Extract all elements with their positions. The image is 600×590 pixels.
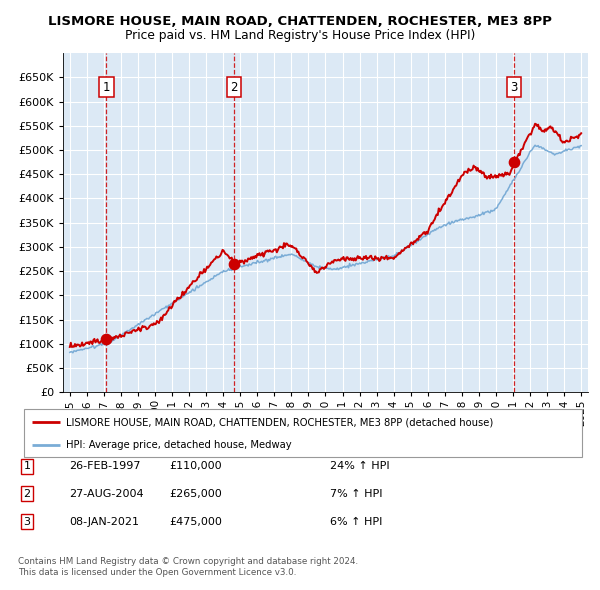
Text: Contains HM Land Registry data © Crown copyright and database right 2024.: Contains HM Land Registry data © Crown c…: [18, 557, 358, 566]
Point: [509, 158, 518, 167]
Text: 1: 1: [103, 80, 110, 94]
Text: This data is licensed under the Open Government Licence v3.0.: This data is licensed under the Open Gov…: [18, 568, 296, 577]
Text: LISMORE HOUSE, MAIN ROAD, CHATTENDEN, ROCHESTER, ME3 8PP: LISMORE HOUSE, MAIN ROAD, CHATTENDEN, RO…: [48, 15, 552, 28]
Text: 2: 2: [23, 489, 31, 499]
Text: 24% ↑ HPI: 24% ↑ HPI: [330, 461, 389, 471]
Point: [101, 335, 111, 344]
Text: £110,000: £110,000: [169, 461, 222, 471]
Text: Price paid vs. HM Land Registry's House Price Index (HPI): Price paid vs. HM Land Registry's House …: [125, 30, 475, 42]
Text: 2: 2: [230, 80, 238, 94]
Text: HPI: Average price, detached house, Medway: HPI: Average price, detached house, Medw…: [66, 440, 292, 450]
Text: 6% ↑ HPI: 6% ↑ HPI: [330, 517, 382, 526]
Text: £475,000: £475,000: [169, 517, 222, 526]
Text: £265,000: £265,000: [169, 489, 222, 499]
Text: 7% ↑ HPI: 7% ↑ HPI: [330, 489, 383, 499]
Text: 26-FEB-1997: 26-FEB-1997: [69, 461, 140, 471]
Text: LISMORE HOUSE, MAIN ROAD, CHATTENDEN, ROCHESTER, ME3 8PP (detached house): LISMORE HOUSE, MAIN ROAD, CHATTENDEN, RO…: [66, 417, 493, 427]
Text: 27-AUG-2004: 27-AUG-2004: [69, 489, 143, 499]
FancyBboxPatch shape: [24, 409, 582, 457]
Text: 1: 1: [23, 461, 31, 471]
Text: 3: 3: [23, 517, 31, 526]
Point: [230, 259, 239, 268]
Text: 3: 3: [510, 80, 517, 94]
Text: 08-JAN-2021: 08-JAN-2021: [69, 517, 139, 526]
